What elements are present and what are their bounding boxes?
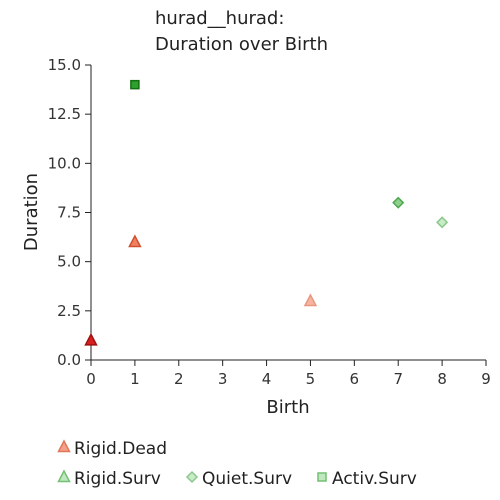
y-tick-label: 2.5 <box>57 302 81 320</box>
legend-marker <box>57 469 71 483</box>
x-ticks: 0 1 2 3 4 5 6 7 8 9 <box>86 360 491 388</box>
x-tick-label: 0 <box>86 370 96 388</box>
data-point <box>303 293 318 307</box>
y-tick-label: 7.5 <box>57 204 81 222</box>
y-tick-label: 5.0 <box>57 253 81 271</box>
x-tick-label: 5 <box>306 370 316 388</box>
y-axis-label: Duration <box>21 173 42 251</box>
legend-marker <box>185 470 199 484</box>
x-tick-label: 6 <box>350 370 360 388</box>
x-tick-label: 4 <box>262 370 272 388</box>
x-axis-label: Birth <box>266 397 309 418</box>
x-tick-label: 1 <box>130 370 140 388</box>
x-tick-label: 2 <box>174 370 184 388</box>
data-point <box>130 79 140 90</box>
x-tick-label: 9 <box>481 370 491 388</box>
data-point <box>128 234 142 248</box>
data-point <box>84 332 98 346</box>
legend-label: Activ.Surv <box>332 469 417 489</box>
legend-marker <box>57 439 71 453</box>
chart-title-line-2: Duration over Birth <box>155 34 328 55</box>
y-tick-label: 0.0 <box>57 351 81 369</box>
y-ticks: 0.0 2.5 5.0 7.5 10.0 12.5 15.0 <box>48 56 91 369</box>
y-tick-label: 12.5 <box>48 105 81 123</box>
y-tick-label: 15.0 <box>48 56 81 74</box>
x-tick-label: 8 <box>437 370 447 388</box>
legend-marker <box>317 472 327 482</box>
x-tick-label: 3 <box>218 370 228 388</box>
legend-label: Rigid.Dead <box>74 439 167 459</box>
data-point <box>436 216 449 229</box>
x-tick-label: 7 <box>393 370 403 388</box>
legend: Rigid.Dead Rigid.Surv Quiet.Surv Activ.Surv <box>57 439 417 489</box>
y-tick-label: 10.0 <box>48 154 81 172</box>
data-points <box>84 79 449 346</box>
data-point <box>392 196 405 209</box>
legend-label: Quiet.Surv <box>202 469 292 489</box>
chart-title-line-1: hurad__hurad: <box>155 8 284 29</box>
legend-label: Rigid.Surv <box>74 469 161 489</box>
